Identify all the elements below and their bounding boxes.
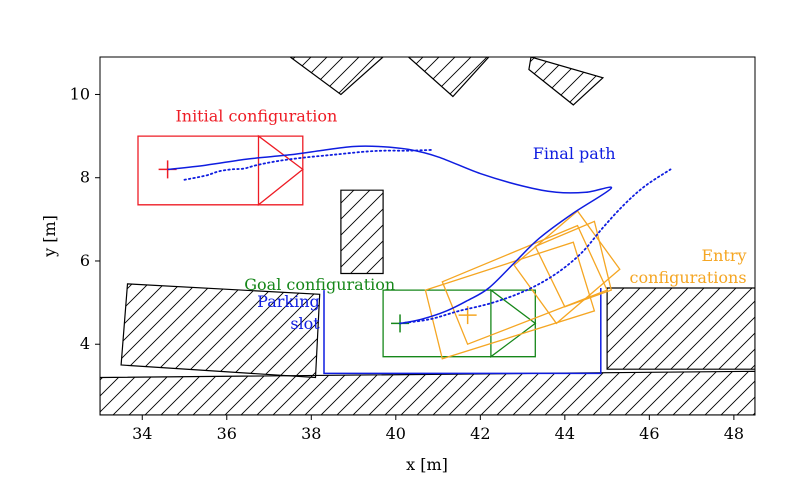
x-tick-label-44: 44: [555, 424, 575, 443]
plot-area: [100, 57, 755, 415]
annotation-final-path: Final path: [533, 144, 616, 163]
y-axis-label: y [m]: [40, 215, 59, 258]
obstacle-3: [340, 189, 384, 275]
series-final-path: [167, 145, 613, 325]
x-tick-label-46: 46: [639, 424, 659, 443]
goal-config-body: [382, 289, 536, 358]
obstacle-0: [289, 57, 385, 96]
annotation-goal: Goal configuration: [244, 275, 395, 294]
annotation-entry-line-1: configurations: [630, 268, 747, 287]
parking-slot-outline: [323, 288, 602, 375]
x-tick-label-48: 48: [724, 424, 744, 443]
series-layer: [167, 145, 672, 325]
x-axis-label: x [m]: [406, 455, 448, 474]
entry-config-body-0: [424, 241, 596, 360]
obstacle-2: [528, 57, 605, 106]
x-tick-label-38: 38: [301, 424, 321, 443]
plot-frame: [99, 56, 756, 416]
y-tick-label-4: 4: [80, 334, 90, 353]
initial-config-body: [137, 135, 304, 206]
x-tick-label-42: 42: [470, 424, 490, 443]
entry-config-body-3: [534, 220, 613, 308]
obstacle-1: [407, 57, 490, 98]
y-tick-label-10: 10: [70, 84, 90, 103]
annotation-parking-line-1: slot: [290, 314, 320, 333]
x-tick-label-34: 34: [132, 424, 152, 443]
annotation-layer: Initial configuration Final path Goal conf…: [175, 107, 746, 333]
goal-config-front: [490, 288, 537, 359]
y-tick-label-8: 8: [80, 168, 90, 187]
initial-config-front: [257, 134, 304, 207]
parking-slot-layer: [323, 288, 602, 375]
entry-config-body-1: [441, 224, 608, 346]
x-tick-label-36: 36: [217, 424, 237, 443]
annotation-parking-line-0: Parking: [257, 292, 320, 311]
series-dotted-entry: [399, 168, 672, 325]
obstacle-5: [100, 370, 755, 415]
entry-config-body-2: [513, 210, 621, 325]
obstacle-6: [606, 287, 755, 370]
annotation-initial: Initial configuration: [175, 107, 337, 126]
y-tick-label-6: 6: [80, 251, 90, 270]
annotation-entry-line-0: Entry: [701, 246, 746, 265]
x-tick-label-40: 40: [386, 424, 406, 443]
series-dotted-initial: [183, 148, 435, 181]
